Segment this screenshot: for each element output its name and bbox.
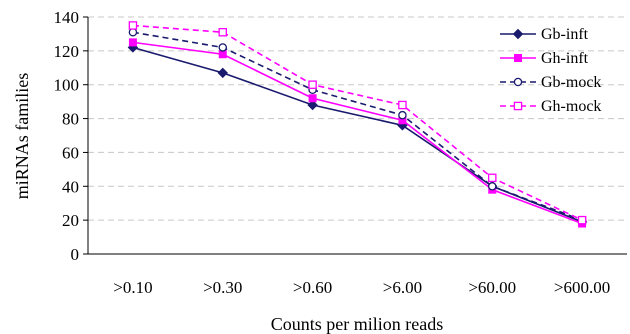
series-line bbox=[132, 31, 583, 221]
legend-marker bbox=[513, 101, 523, 111]
y-tick-label: 20 bbox=[62, 211, 79, 230]
x-tick-label: >0.10 bbox=[113, 278, 152, 297]
y-tick-label: 100 bbox=[54, 76, 80, 95]
series-line bbox=[132, 24, 583, 221]
legend-item: Gh-inft bbox=[500, 50, 589, 67]
legend-label: Gh-inft bbox=[541, 50, 589, 67]
data-point bbox=[307, 99, 318, 111]
data-point bbox=[218, 43, 227, 52]
y-tick-label: 0 bbox=[71, 245, 80, 264]
legend-marker bbox=[512, 28, 524, 40]
data-point bbox=[487, 182, 497, 191]
series-gh-mock bbox=[128, 21, 587, 225]
legend-label: Gb-inft bbox=[541, 26, 589, 43]
y-ticks: 0 20 40 60 80 100 120 140 bbox=[54, 8, 88, 264]
data-point bbox=[128, 27, 138, 37]
data-point bbox=[398, 100, 407, 110]
legend-marker bbox=[513, 77, 523, 87]
x-tick-label: >600.00 bbox=[554, 278, 610, 297]
data-point bbox=[128, 21, 138, 30]
x-tick-label: >0.60 bbox=[293, 278, 332, 297]
y-tick-label: 120 bbox=[54, 42, 80, 61]
data-point bbox=[398, 110, 407, 120]
y-tick-label: 80 bbox=[62, 110, 79, 129]
data-point bbox=[308, 94, 317, 103]
series-lines bbox=[127, 21, 588, 228]
y-tick-label: 140 bbox=[54, 8, 80, 27]
legend: Gb-inft Gh-inft Gb-mock Gh-mock bbox=[500, 26, 601, 115]
y-axis-title: miRNAs families bbox=[12, 73, 32, 200]
x-tick-label: >6.00 bbox=[383, 278, 422, 297]
y-tick-label: 40 bbox=[62, 177, 79, 196]
data-point bbox=[218, 50, 227, 59]
data-point bbox=[308, 80, 317, 89]
series-line bbox=[132, 41, 583, 225]
series-line bbox=[132, 46, 583, 223]
x-ticks: >0.10 >0.30 >0.60 >6.00 >60.00 >600.00 bbox=[113, 278, 610, 297]
data-point bbox=[577, 215, 587, 225]
legend-item: Gb-inft bbox=[500, 26, 589, 43]
x-tick-label: >0.30 bbox=[203, 278, 242, 297]
legend-label: Gh-mock bbox=[541, 98, 601, 115]
data-point bbox=[217, 67, 228, 79]
legend-label: Gb-mock bbox=[541, 74, 601, 91]
y-tick-label: 60 bbox=[62, 143, 79, 162]
x-tick-label: >60.00 bbox=[468, 278, 516, 297]
data-point bbox=[487, 173, 497, 183]
legend-item: Gb-mock bbox=[500, 74, 601, 91]
x-axis-title: Counts per milion reads bbox=[271, 314, 443, 334]
series-gh-inft bbox=[128, 38, 587, 228]
legend-item: Gh-mock bbox=[500, 98, 601, 115]
data-point bbox=[218, 27, 227, 37]
data-point bbox=[128, 38, 137, 47]
legend-marker bbox=[514, 54, 522, 62]
